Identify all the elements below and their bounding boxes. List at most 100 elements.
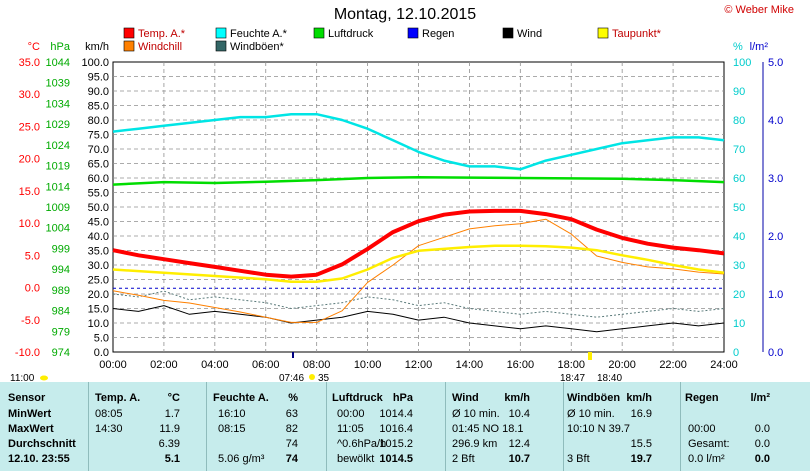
sunset-end-time: 18:40 [597,373,622,382]
legend-label: Windchill [138,41,182,53]
table-header: Feuchte A. [213,392,269,404]
table-cell: 6.39 [158,438,180,450]
legend-swatch [123,40,135,52]
x-tick-label: 10:00 [354,359,382,371]
series-line-windben [112,290,725,318]
axis-tick-label: 30 [733,260,745,272]
table-cell: 82 [285,423,298,435]
series-line-tempa [112,208,725,279]
axis-tick-label: 95.0 [88,72,109,84]
axis-tick-label: 5.0 [768,57,783,69]
axis-tick-label: 0.0 [25,283,40,295]
x-tick-label: 24:00 [710,359,738,371]
axis-tick-label: 50.0 [88,202,109,214]
x-tick-label: 14:00 [456,359,484,371]
axis-tick-label: 5.0 [94,333,109,345]
table-header: Luftdruck [332,392,383,404]
table-header: km/h [504,392,530,404]
axis-tick-label: 50 [733,202,745,214]
table-cell: 16.9 [630,408,652,420]
axis-tick-label: 5.0 [25,250,40,262]
table-header: hPa [392,392,413,404]
table-row-label: MaxWert [8,423,54,435]
table-cell: 296.9 km [452,438,498,450]
x-tick-label: 06:00 [252,359,280,371]
table-cell: 00:00 [337,408,365,420]
table-cell: 3 Bft [567,453,590,465]
table-cell: 10.7 [508,453,530,465]
series-line-wind [112,305,725,333]
series-line-feuchtea [112,112,725,171]
axis-tick-label: 100 [733,57,751,69]
x-tick-label: 16:00 [507,359,535,371]
table-cell: 16:10 [218,408,246,420]
legend-swatch [313,27,325,39]
legend-label: Temp. A.* [138,28,186,40]
table-separator [563,382,564,471]
axis-tick-label: 90 [733,86,745,98]
legend-label: Windböen* [230,41,285,53]
x-tick-label: 02:00 [150,359,178,371]
axis-tick-label: 30.0 [88,260,109,272]
table-cell: 08:05 [95,408,123,420]
axis-tick-label: 80 [733,115,745,127]
sunset-marker [588,352,592,360]
axis-unit-label: °C [28,41,40,53]
left-time: 11:00 [10,373,35,382]
table-cell: 10:10 N 39.7 [567,423,630,435]
axis-tick-label: 999 [52,243,70,255]
axis-tick-label: 90.0 [88,86,109,98]
legend-swatch [407,27,419,39]
table-cell: 1015.2 [379,438,413,450]
axis-tick-label: 989 [52,285,70,297]
axis-tick-label: 2.0 [768,231,783,243]
table-cell: 0.0 l/m² [688,453,725,465]
legend-label: Wind [517,28,542,40]
series-line-luftdruck [112,175,725,186]
axis-tick-label: 3.0 [768,173,783,185]
axis-tick-label: 35.0 [19,57,40,69]
x-tick-label: 00:00 [99,359,127,371]
axis-tick-label: 4.0 [768,115,783,127]
table-cell: 11.9 [159,423,180,435]
table-cell: 74 [285,453,298,465]
table-header: °C [167,392,180,404]
table-cell: 12.4 [508,438,530,450]
page-title: Montag, 12.10.2015 [333,6,477,23]
table-header: Windböen [567,392,621,404]
table-header: Temp. A. [95,392,141,404]
copyright-label: © Weber Mike [724,4,794,16]
sun-icon [309,374,315,380]
table-separator [326,382,327,471]
axis-tick-label: 70 [733,144,745,156]
legend-label: Regen [422,28,454,40]
axis-tick-label: 1039 [46,78,70,90]
series-line-taupunkt [112,244,725,284]
legend-swatch [215,27,227,39]
table-cell: 63 [285,408,298,420]
axis-tick-label: 35.0 [88,246,109,258]
table-cell: 5.06 g/m³ [218,453,265,465]
x-tick-label: 08:00 [303,359,331,371]
axis-tick-label: 1.0 [768,289,783,301]
axis-tick-label: 0.0 [768,347,783,359]
series-line-windchill [112,218,725,323]
x-tick-label: 20:00 [608,359,636,371]
table-cell: ^0.6hPa/h [337,438,387,450]
axis-unit-label: km/h [85,41,109,53]
axis-tick-label: 1019 [46,161,70,173]
table-cell: Gesamt: [688,438,730,450]
axis-tick-label: 10.0 [88,318,109,330]
table-cell: 1014.5 [379,453,413,465]
table-row-label: MinWert [8,408,52,420]
legend-label: Taupunkt* [612,28,662,40]
axis-tick-label: 10 [733,318,745,330]
left-sun-icon [40,375,48,381]
axis-tick-label: 85.0 [88,101,109,113]
legend-swatch [215,40,227,52]
axis-tick-label: 70.0 [88,144,109,156]
axis-tick-label: 25.0 [88,275,109,287]
table-cell: 1014.4 [379,408,413,420]
table-cell: 15.5 [630,438,652,450]
table-header: Wind [452,392,479,404]
